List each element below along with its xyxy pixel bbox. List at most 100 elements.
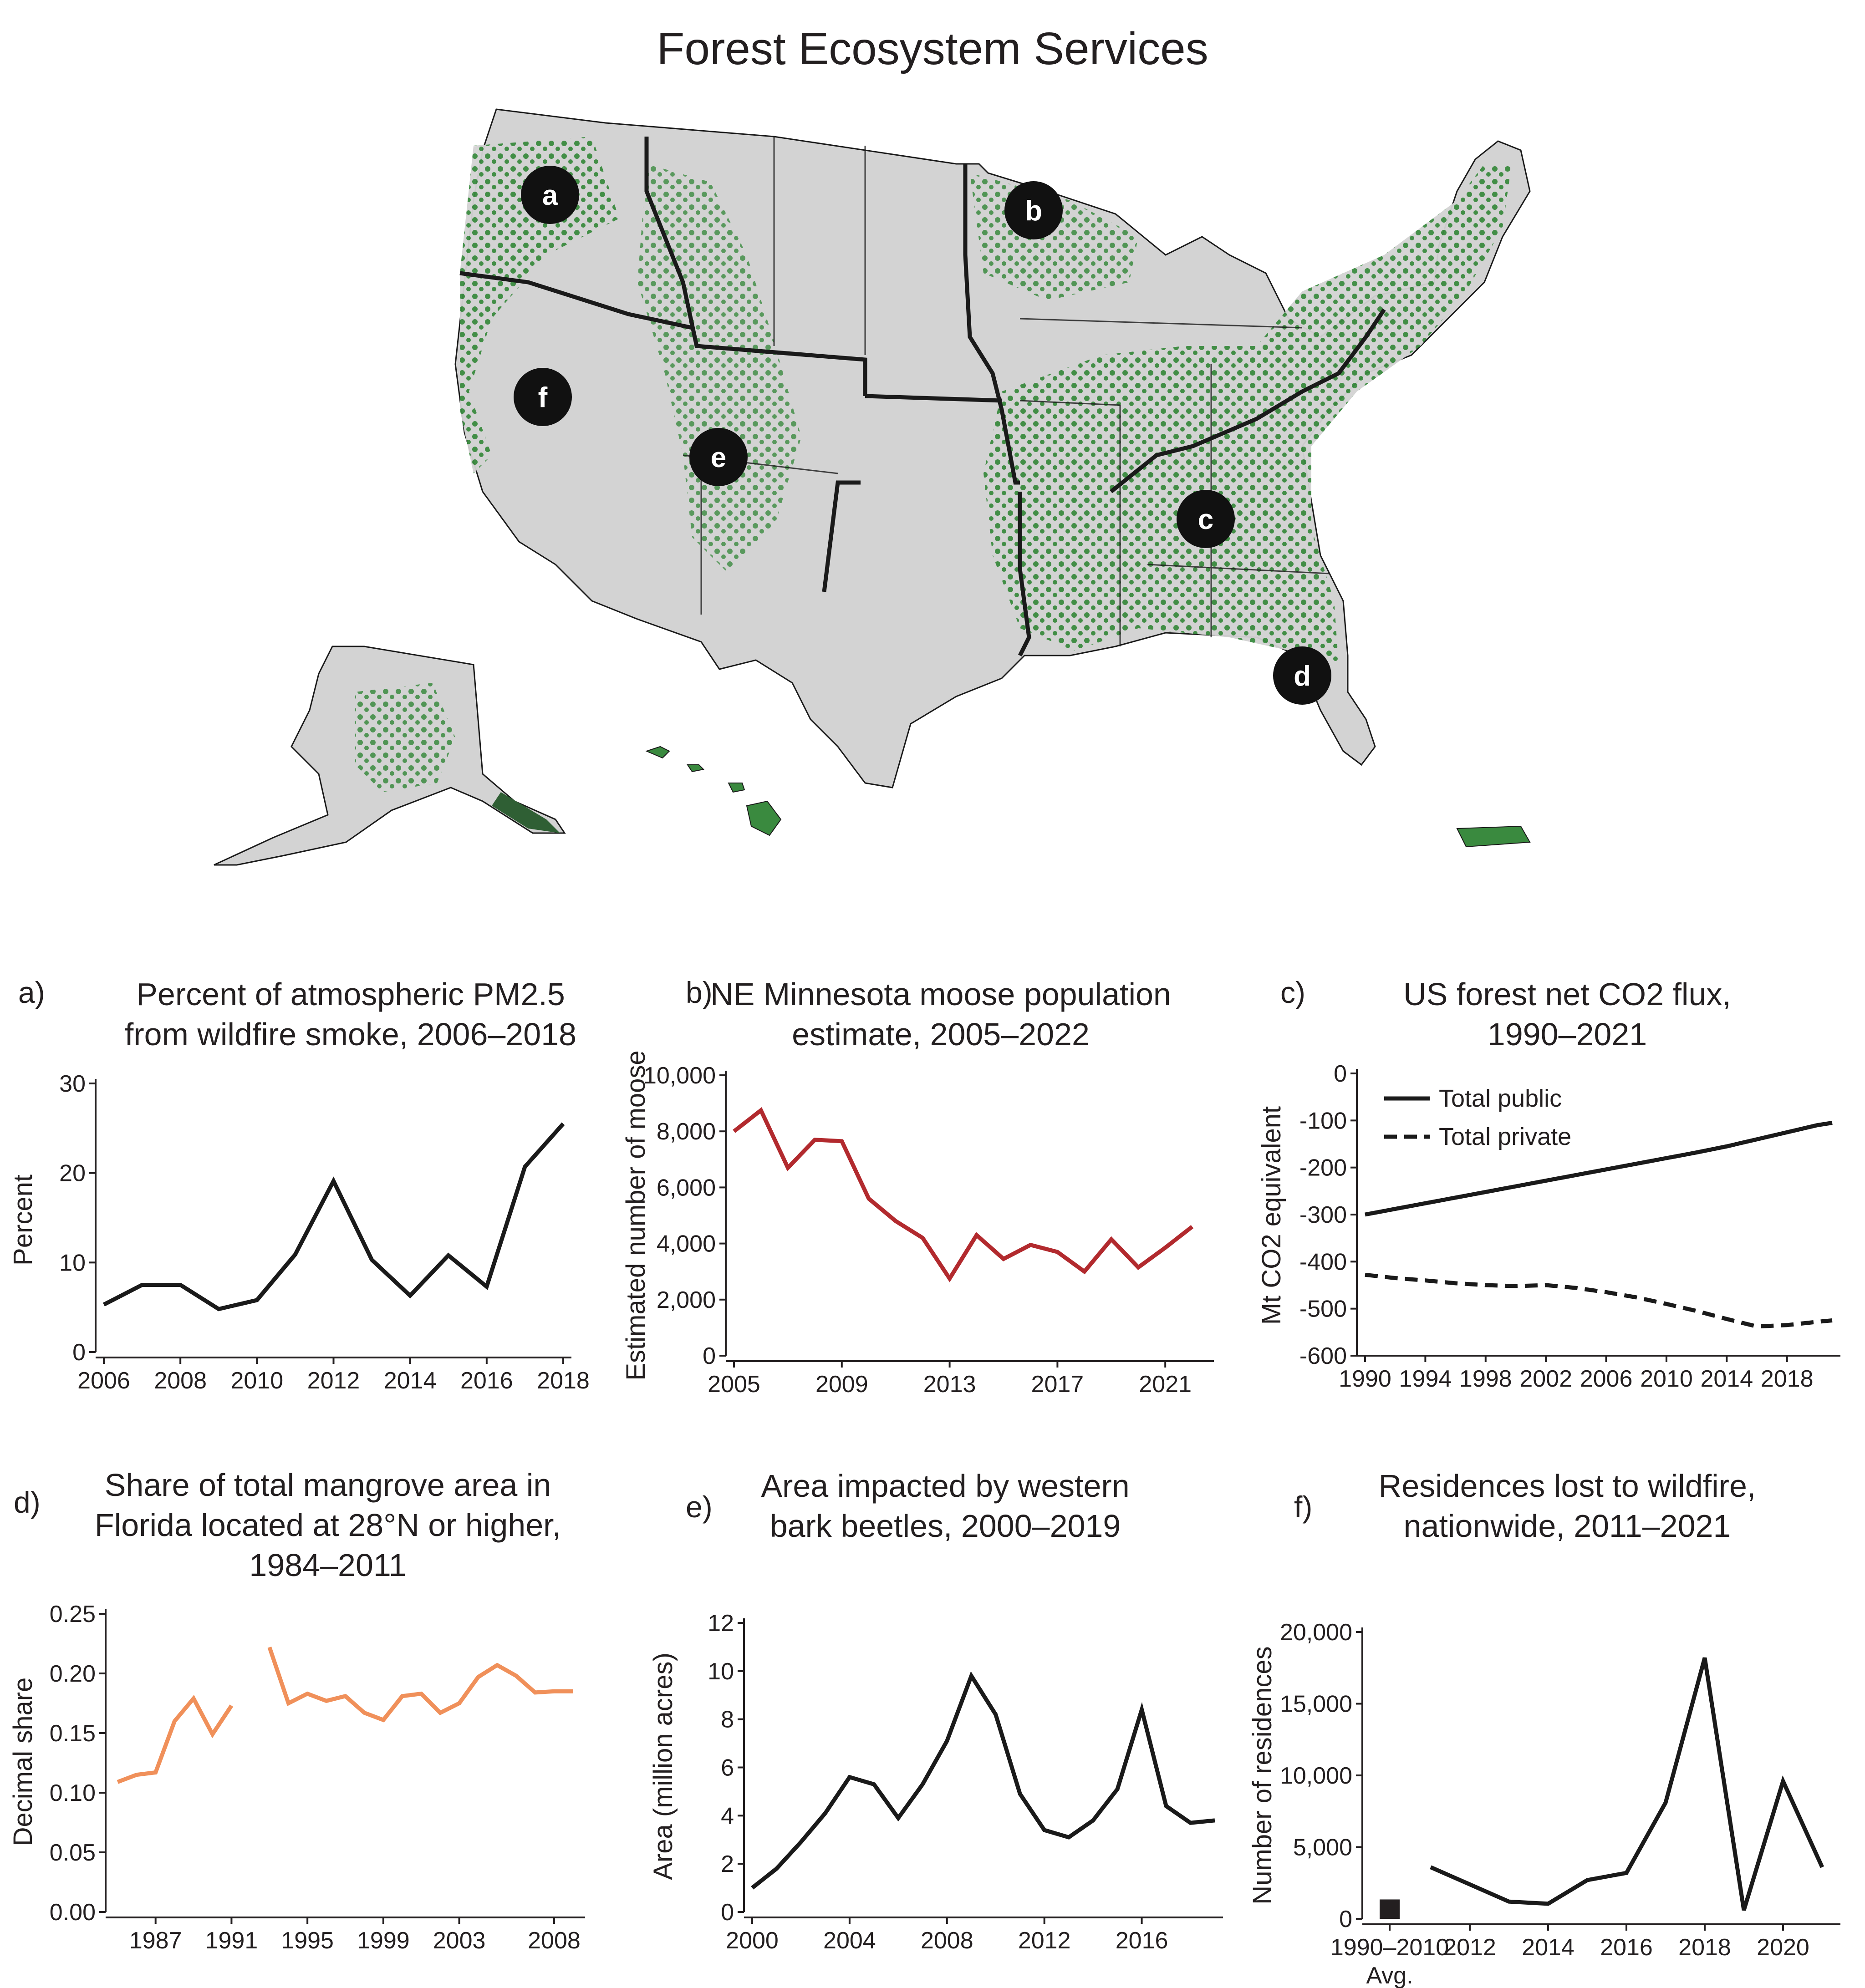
y-axis-label: Mt CO2 equivalent bbox=[1257, 1106, 1286, 1325]
y-tick-label: 6 bbox=[721, 1755, 734, 1781]
y-tick-label: 12 bbox=[708, 1610, 734, 1637]
y-tick-label: 15,000 bbox=[1280, 1691, 1352, 1718]
map-marker-label: b bbox=[1025, 195, 1042, 227]
x-tick-label: 2021 bbox=[1139, 1371, 1192, 1398]
x-tick-label: 2008 bbox=[528, 1927, 581, 1954]
series-line-total-private bbox=[1365, 1272, 1833, 1329]
panel-letter: d) bbox=[14, 1485, 41, 1519]
y-tick-label: -500 bbox=[1299, 1296, 1347, 1322]
x-tick-label: 2017 bbox=[1031, 1371, 1084, 1398]
map-marker-f: f bbox=[514, 368, 572, 426]
x-tick-label: 2004 bbox=[823, 1927, 876, 1954]
x-tick-label: 2018 bbox=[537, 1368, 590, 1394]
x-tick-label: 1999 bbox=[357, 1927, 410, 1954]
x-tick-label: 2016 bbox=[1116, 1927, 1168, 1954]
panel-letter: e) bbox=[686, 1490, 713, 1524]
chart-panel-e: e) Area impacted by western bark beetles,… bbox=[622, 1461, 1244, 1988]
chart-svg: 0 10 20 30 2006 2008 2010 2012 2014 2016 2018 Perce… bbox=[8, 1071, 590, 1394]
map-marker-label: c bbox=[1198, 504, 1213, 535]
panel-letter: a) bbox=[18, 976, 45, 1009]
map-marker-label: f bbox=[538, 382, 548, 413]
chart-panel-b: b) NE Minnesota moose population estimate… bbox=[621, 951, 1244, 1443]
y-tick-label: 6,000 bbox=[657, 1174, 716, 1201]
y-axis-label: Decimal share bbox=[8, 1678, 38, 1846]
x-tick-label: 2010 bbox=[230, 1368, 283, 1394]
x-tick-label: 1991 bbox=[205, 1927, 258, 1954]
y-tick-label: 0.10 bbox=[50, 1780, 96, 1806]
x-tick-label: 2020 bbox=[1757, 1934, 1809, 1961]
y-tick-label: 4,000 bbox=[657, 1231, 716, 1257]
y-tick-label: 4 bbox=[721, 1803, 734, 1829]
x-tick-label: 2006 bbox=[77, 1368, 130, 1394]
series-line-0 bbox=[117, 1646, 573, 1784]
legend-label: Total private bbox=[1439, 1123, 1571, 1150]
map-marker-e: e bbox=[689, 428, 748, 486]
map-marker-c: c bbox=[1177, 490, 1235, 548]
chart-svg: 0 2,000 4,000 6,000 8,000 10,000 2005 2009 2013 2… bbox=[621, 1050, 1214, 1398]
panel-letter: c) bbox=[1280, 976, 1305, 1009]
x-tick-label: 1990 bbox=[1339, 1366, 1391, 1392]
y-tick-label: -200 bbox=[1299, 1155, 1347, 1181]
x-tick-label: 2012 bbox=[1018, 1927, 1071, 1954]
chart-panel-d: d) Share of total mangrove area in Florid… bbox=[0, 1461, 622, 1988]
y-tick-label: 20,000 bbox=[1280, 1619, 1352, 1646]
y-tick-label: -400 bbox=[1299, 1249, 1347, 1275]
map-marker-d: d bbox=[1273, 646, 1331, 705]
x-tick-label: 1994 bbox=[1399, 1366, 1452, 1392]
x-tick-label: 2006 bbox=[1580, 1366, 1633, 1392]
chart-title: US forest net CO2 flux, 1990–2021 bbox=[1403, 976, 1731, 1052]
chart-title: NE Minnesota moose population estimate, … bbox=[710, 976, 1171, 1052]
y-tick-label: 0.00 bbox=[50, 1899, 96, 1926]
series-line-0 bbox=[1430, 1657, 1824, 1911]
x-tick-label: 2014 bbox=[1700, 1366, 1753, 1392]
y-tick-label: 10 bbox=[708, 1658, 734, 1685]
x-tick-label: 2009 bbox=[815, 1371, 868, 1398]
x-tick-label: 2012 bbox=[307, 1368, 360, 1394]
chart-title: Share of total mangrove area in Florida … bbox=[94, 1467, 561, 1583]
x-tick-label: 2016 bbox=[460, 1368, 513, 1394]
y-tick-label: 20 bbox=[59, 1160, 86, 1187]
map-marker-a: a bbox=[521, 166, 579, 224]
chart-title: Area impacted by western bark beetles, 2… bbox=[761, 1468, 1130, 1544]
x-tick-label: 2002 bbox=[1519, 1366, 1572, 1392]
x-tick-label: 2005 bbox=[708, 1371, 760, 1398]
y-tick-label: -300 bbox=[1299, 1202, 1347, 1228]
forest-alaska bbox=[355, 683, 455, 792]
series-line-total-public bbox=[1365, 1121, 1833, 1217]
y-tick-label: 0 bbox=[1339, 1906, 1352, 1932]
x-tick-label: 2016 bbox=[1600, 1934, 1653, 1961]
x-tick-label: 2013 bbox=[923, 1371, 976, 1398]
chart-panel-a: a) Percent of atmospheric PM2.5 from wild… bbox=[0, 951, 622, 1443]
y-tick-label: 0.05 bbox=[50, 1840, 96, 1866]
x-tick-label: 2008 bbox=[154, 1368, 207, 1394]
x-tick-label: 1998 bbox=[1459, 1366, 1512, 1392]
chart-panel-f: f) Residences lost to wildfire, nationwid… bbox=[1244, 1461, 1865, 1988]
chart-svg: 0 2 4 6 8 10 12 2000 2004 2008 2012 2016 Area (milli… bbox=[648, 1610, 1223, 1954]
series-line-0 bbox=[733, 1107, 1194, 1282]
y-tick-label: 10,000 bbox=[643, 1063, 716, 1089]
map-marker-b: b bbox=[1004, 181, 1063, 239]
y-tick-label: 0 bbox=[1334, 1061, 1347, 1087]
x-tick-label: 2000 bbox=[726, 1927, 779, 1954]
y-tick-label: 8 bbox=[721, 1707, 734, 1733]
y-tick-label: -600 bbox=[1299, 1343, 1347, 1369]
x-tick-label: 2014 bbox=[384, 1368, 437, 1394]
x-tick-label: 2003 bbox=[433, 1927, 486, 1954]
y-axis-label: Number of residences bbox=[1248, 1646, 1277, 1904]
y-tick-label: -100 bbox=[1299, 1108, 1347, 1134]
bar-1990-2010-avg bbox=[1380, 1899, 1400, 1919]
x-tick-label: 1995 bbox=[281, 1927, 334, 1954]
map-marker-label: a bbox=[542, 180, 558, 211]
y-tick-label: 0 bbox=[72, 1339, 86, 1366]
bar-sublabel: Avg. bbox=[1366, 1963, 1413, 1988]
x-tick-label: 2012 bbox=[1443, 1934, 1496, 1961]
series-line-0 bbox=[102, 1122, 565, 1312]
map-marker-label: d bbox=[1294, 661, 1311, 692]
panel-letter: f) bbox=[1294, 1490, 1313, 1524]
y-tick-label: 10 bbox=[59, 1250, 86, 1276]
y-tick-label: 10,000 bbox=[1280, 1763, 1352, 1789]
x-tick-label: 1987 bbox=[129, 1927, 182, 1954]
x-tick-label: 2014 bbox=[1522, 1934, 1575, 1961]
x-tick-label: 1990–2010 bbox=[1330, 1934, 1449, 1961]
chart-title: Residences lost to wildfire, nationwide,… bbox=[1378, 1468, 1756, 1544]
